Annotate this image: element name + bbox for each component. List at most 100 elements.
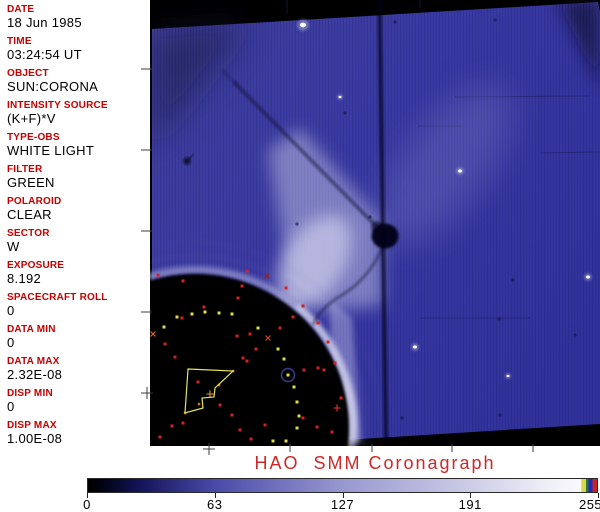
calibration-dot-yellow — [295, 400, 299, 404]
colorbar-tick-label: 255 — [578, 497, 600, 512]
field-label: DATA MAX — [7, 356, 60, 367]
calibration-dot-yellow — [190, 312, 194, 316]
halo-ripple — [150, 255, 368, 446]
field-label: INTENSITY SOURCE — [7, 100, 108, 111]
metadata-field: DATA MAX 2.32E-08 — [7, 355, 150, 387]
calibration-dot-yellow — [286, 373, 290, 377]
metadata-field: SECTOR W — [7, 227, 150, 259]
coronagraph-scene — [141, 0, 600, 455]
vignette-top-left — [150, 20, 252, 152]
x-mark — [264, 273, 270, 279]
calibration-dot-yellow — [297, 414, 301, 418]
field-value: SUN:CORONA — [7, 79, 99, 94]
calibration-dot-red — [181, 279, 185, 283]
field-value: 2.32E-08 — [7, 367, 63, 382]
field-label: DATE — [7, 4, 35, 15]
field-label: DATA MIN — [7, 324, 56, 335]
curved-shadow — [311, 243, 386, 326]
field-label: SECTOR — [7, 228, 50, 239]
calibration-dot-red — [218, 403, 222, 407]
field-value: GREEN — [7, 175, 55, 190]
calibration-dot-yellow — [162, 325, 166, 329]
calibration-dot-yellow — [256, 326, 260, 330]
calibration-dot-red — [316, 366, 320, 370]
calibration-dot-red — [173, 355, 177, 359]
triangle-corner-dot — [217, 383, 221, 387]
metadata-field: SPACECRAFT ROLL 0 — [7, 291, 150, 323]
calibration-dot-yellow — [284, 439, 288, 443]
calibration-dot-red — [236, 296, 240, 300]
field-label: TYPE-OBS — [7, 132, 60, 143]
circled-dot-ring — [280, 367, 296, 383]
calibration-dot-yellow — [217, 311, 221, 315]
dark-speck — [343, 111, 347, 115]
colorbar-tick-label: 191 — [458, 497, 482, 512]
colorbar-tick-label: 127 — [330, 497, 355, 512]
calibration-dot-yellow — [203, 310, 207, 314]
calibration-dot-red — [230, 413, 234, 417]
calibration-dot-red — [302, 368, 306, 372]
field-value: WHITE LIGHT — [7, 143, 95, 158]
field-value: (K+F)*V — [7, 111, 56, 126]
x-mark — [150, 331, 156, 337]
pointer-triangle — [184, 368, 235, 414]
star — [338, 95, 342, 99]
field-label: EXPOSURE — [7, 260, 65, 271]
calibration-dot-red — [202, 305, 206, 309]
dark-speck — [497, 317, 501, 321]
dark-speck — [573, 333, 577, 337]
colorbar-tick — [87, 493, 88, 498]
calibration-dot-red — [322, 368, 326, 372]
field-value: 8.192 — [7, 271, 42, 286]
background-stars — [297, 19, 592, 379]
dark-speck — [400, 416, 404, 420]
frame-ticks — [141, 0, 534, 455]
diagonal-shadow — [232, 80, 380, 230]
calibration-dot-yellow — [292, 385, 296, 389]
metadata-field: DISP MIN 0 — [7, 387, 150, 419]
occulter-ball — [371, 223, 399, 249]
calibration-dot-red — [263, 423, 267, 427]
metadata-field: DATE 18 Jun 1985 — [7, 3, 150, 35]
colorbar-tick-label: 0 — [83, 497, 91, 512]
halo-ripple-outer — [150, 241, 382, 446]
calibration-dot-red — [163, 342, 167, 346]
metadata-field: DISP MAX 1.00E-08 — [7, 419, 150, 451]
vignette-top-right — [558, 0, 600, 88]
metadata-field: DATA MIN 0 — [7, 323, 150, 355]
metadata-field: OBJECT SUN:CORONA — [7, 67, 150, 99]
field-label: DISP MAX — [7, 420, 57, 431]
colorbar-tick-label: 63 — [207, 497, 223, 512]
metadata-panel: DATE 18 Jun 1985 TIME 03:24:54 UT OBJECT SUN:… — [0, 0, 150, 446]
calibration-dot-red — [248, 332, 252, 336]
calibration-dots-red — [156, 269, 343, 441]
colorbar-tick — [214, 493, 216, 498]
calibration-dot-red — [238, 428, 242, 432]
streamer-fan-core — [276, 215, 352, 309]
metadata-field: TIME 03:24:54 UT — [7, 35, 150, 67]
calibration-dot-red — [158, 435, 162, 439]
field-label: TIME — [7, 36, 32, 47]
calibration-dot-red — [284, 286, 288, 290]
field-label: POLAROID — [7, 196, 62, 207]
calibration-dot-yellow — [230, 312, 234, 316]
field-value: 03:24:54 UT — [7, 47, 82, 62]
dark-speck — [393, 20, 397, 24]
colorbar-tick — [470, 493, 472, 498]
dark-speck — [493, 18, 497, 22]
field-value: CLEAR — [7, 207, 52, 222]
field-label: OBJECT — [7, 68, 49, 79]
field-label: DISP MIN — [7, 388, 53, 399]
intensity-colorbar — [87, 478, 598, 493]
calibration-dot-red — [339, 396, 343, 400]
calibration-dot-red — [240, 284, 244, 288]
calibration-dot-red — [315, 425, 319, 429]
star — [300, 22, 306, 28]
star — [413, 345, 417, 349]
metadata-field: FILTER GREEN — [7, 163, 150, 195]
field-value: W — [7, 239, 20, 254]
field-label: FILTER — [7, 164, 43, 175]
calibration-dot-red — [291, 315, 295, 319]
calibration-dot-red — [330, 430, 334, 434]
